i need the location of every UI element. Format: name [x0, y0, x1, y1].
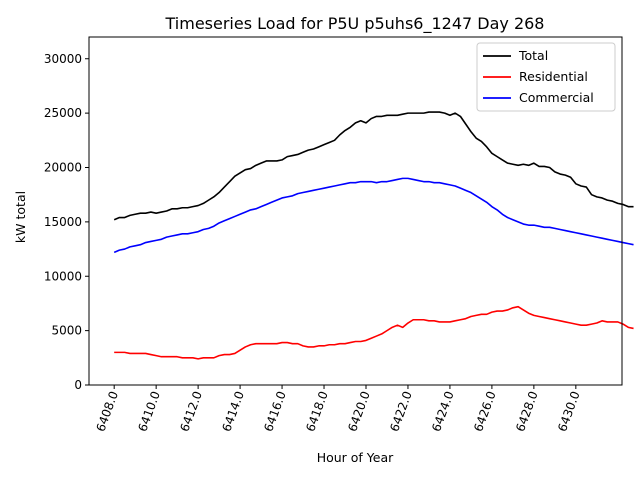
series-layer — [113, 111, 634, 360]
x-tick-label: 6418.0 — [303, 389, 331, 433]
y-tick-label: 10000 — [44, 269, 82, 283]
y-tick-label: 5000 — [51, 324, 82, 338]
legend-label-residential: Residential — [519, 69, 588, 84]
y-tick-label: 0 — [74, 378, 82, 392]
legend: Total Residential Commercial — [476, 42, 616, 112]
y-tick-label: 20000 — [44, 161, 82, 175]
chart-title: Timeseries Load for P5U p5uhs6_1247 Day … — [165, 14, 545, 34]
x-tick-label: 6426.0 — [471, 389, 499, 433]
y-axis-label: kW total — [13, 191, 28, 243]
y-tick-label: 15000 — [44, 215, 82, 229]
y-tick-label: 30000 — [44, 52, 82, 66]
x-tick-label: 6408.0 — [93, 389, 121, 433]
x-tick-label: 6420.0 — [345, 389, 373, 433]
x-tick-label: 6410.0 — [135, 389, 163, 433]
x-tick-label: 6424.0 — [429, 389, 457, 433]
x-tick-label: 6428.0 — [513, 389, 541, 433]
x-tick-label: 6430.0 — [555, 389, 583, 433]
axes-frame — [88, 36, 623, 386]
x-axis-label: Hour of Year — [317, 450, 394, 465]
x-tick-label: 6412.0 — [177, 389, 205, 433]
x-tick-label: 6422.0 — [387, 389, 415, 433]
y-tick-label: 25000 — [44, 106, 82, 120]
series-line-commercial — [113, 177, 634, 254]
series-line-total — [113, 111, 634, 221]
x-tick-label: 6416.0 — [261, 389, 289, 433]
legend-label-total: Total — [518, 48, 548, 63]
x-tick-label: 6414.0 — [219, 389, 247, 433]
legend-box — [476, 42, 616, 112]
legend-label-commercial: Commercial — [519, 90, 594, 105]
series-line-residential — [114, 305, 634, 360]
